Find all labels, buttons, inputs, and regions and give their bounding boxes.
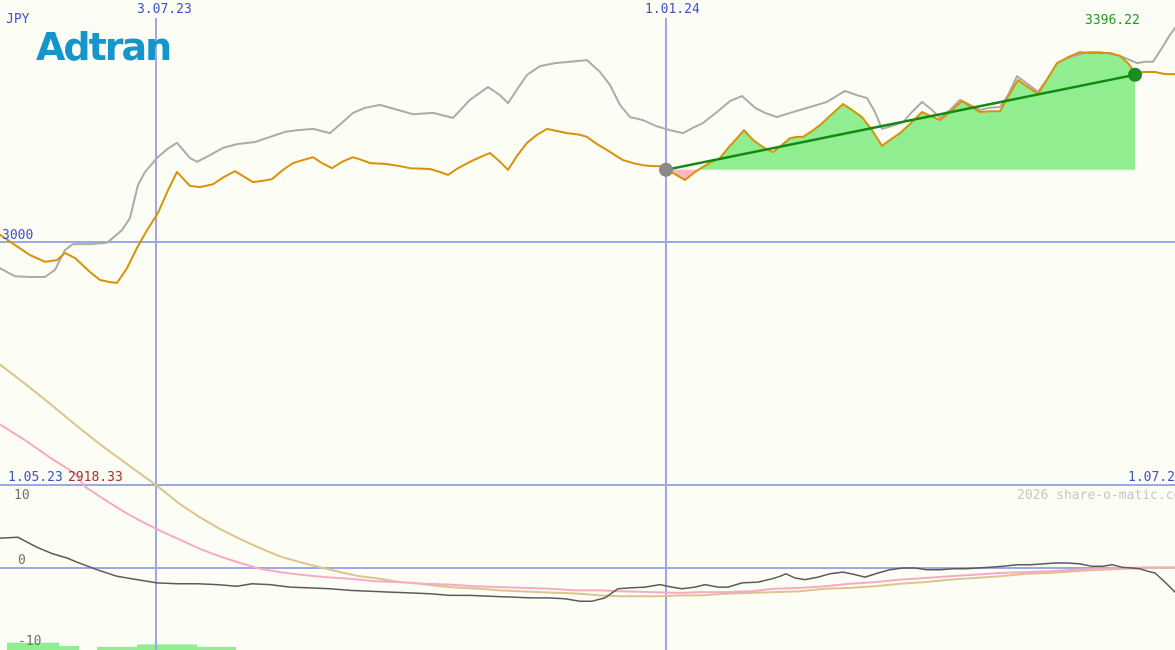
benchmark-line <box>0 27 1175 278</box>
volume-bar <box>197 646 236 650</box>
trend-line <box>664 73 1137 172</box>
price-line <box>0 51 1175 284</box>
ref-price-label: 2918.33 <box>68 470 123 485</box>
gridline-date-1: 3.07.23 <box>137 2 192 17</box>
volume-bar <box>97 646 137 650</box>
trend-start-marker <box>659 162 673 177</box>
volume-bar <box>7 642 59 650</box>
osc-tick-neg10: -10 <box>18 634 42 649</box>
adtran-logo: Adtran <box>36 25 172 69</box>
osc-tick-0: 0 <box>18 553 26 568</box>
currency-label: JPY <box>6 12 30 27</box>
gridline-date-2: 1.01.24 <box>645 2 700 17</box>
gain-fill <box>698 52 1135 170</box>
momentum-line <box>0 536 1175 602</box>
last-price-label: 3396.22 <box>1085 13 1140 28</box>
pink-ma-line <box>0 423 1175 594</box>
start-date-label: 1.05.23 <box>8 470 63 485</box>
volume-bar <box>137 644 197 650</box>
watermark: 2026 share-o-matic.com <box>1017 488 1175 503</box>
price-tick-3000: 3000 <box>2 228 34 243</box>
osc-tick-10: 10 <box>14 488 30 503</box>
trend-end-marker <box>1128 67 1142 82</box>
loss-fill <box>666 169 699 180</box>
volume-bar <box>59 646 79 650</box>
tan-ma-line <box>0 363 1175 598</box>
end-date-label: 1.07.24 <box>1128 470 1175 485</box>
